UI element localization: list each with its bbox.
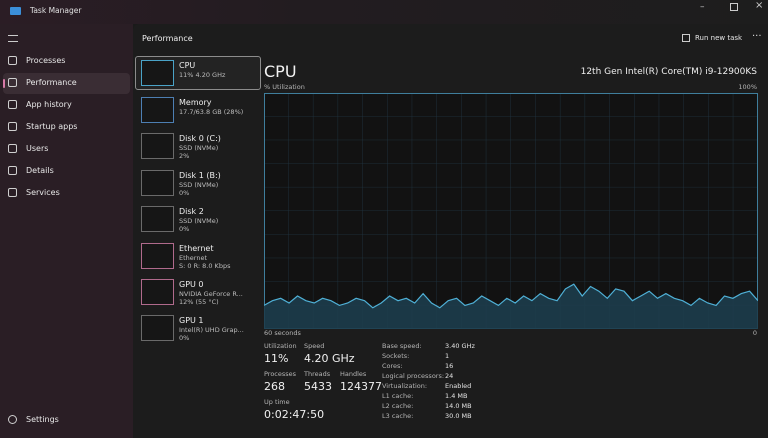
nav-icon <box>8 166 17 175</box>
device-info: 0% <box>179 189 190 197</box>
device-name[interactable]: Disk 0 (C:) <box>179 134 221 143</box>
minimize-button[interactable]: – <box>700 2 705 12</box>
nav-item[interactable]: Performance <box>26 78 77 87</box>
device-title: CPU <box>264 62 297 81</box>
nav-item[interactable]: App history <box>26 100 72 109</box>
device-info: 17.7/63.8 GB (28%) <box>179 108 244 116</box>
x-left-label: 60 seconds <box>264 329 301 337</box>
spec-value: Enabled <box>445 382 472 390</box>
stat-value: 124377 <box>340 380 382 393</box>
nav-icon <box>8 144 17 153</box>
device-info: SSD (NVMe) <box>179 144 219 152</box>
stat-label: Handles <box>340 370 367 378</box>
spec-value: 24 <box>445 372 454 380</box>
stat-label: Threads <box>304 370 331 378</box>
nav-icon <box>8 78 17 87</box>
nav-item[interactable]: Services <box>26 188 60 197</box>
device-thumb <box>141 133 174 159</box>
cpu-graph <box>264 93 758 329</box>
spec-value: 1.4 MB <box>445 392 468 400</box>
device-info: SSD (NVMe) <box>179 217 219 225</box>
run-task-icon <box>682 34 690 42</box>
stat-label: Speed <box>304 342 325 350</box>
device-name[interactable]: GPU 0 <box>179 280 204 289</box>
nav-indicator <box>3 79 5 88</box>
more-button[interactable]: ··· <box>752 31 762 42</box>
spec-value: 14.0 MB <box>445 402 472 410</box>
device-thumb <box>141 206 174 232</box>
device-thumb <box>141 170 174 196</box>
nav-item[interactable]: Settings <box>26 415 59 424</box>
y-max-label: 100% <box>738 83 757 91</box>
stat-value: 0:02:47:50 <box>264 408 325 421</box>
device-name[interactable]: Ethernet <box>179 244 214 253</box>
cpu-model: 12th Gen Intel(R) Core(TM) i9-12900KS <box>580 67 757 77</box>
device-info: 12% (55 °C) <box>179 298 219 306</box>
nav-item[interactable]: Users <box>26 144 49 153</box>
stat-label: Processes <box>264 370 297 378</box>
stat-value: 4.20 GHz <box>304 352 355 365</box>
page-title: Performance <box>142 34 193 43</box>
title-bar: Task Manager – × <box>0 0 768 24</box>
x-right-label: 0 <box>752 329 757 337</box>
device-info: SSD (NVMe) <box>179 181 219 189</box>
device-info: 0% <box>179 225 190 233</box>
device-thumb <box>141 60 174 86</box>
stat-label: Up time <box>264 398 290 406</box>
device-name[interactable]: Disk 2 <box>179 207 204 216</box>
device-info: NVIDIA GeForce R... <box>179 290 243 298</box>
maximize-button[interactable] <box>730 3 738 11</box>
device-info: Ethernet <box>179 254 207 262</box>
spec-label: L1 cache: <box>382 392 414 400</box>
nav-icon <box>8 56 17 65</box>
run-new-task[interactable]: Run new task <box>695 34 743 42</box>
graph-grid <box>264 93 758 329</box>
device-name[interactable]: Memory <box>179 98 212 107</box>
nav-item[interactable]: Startup apps <box>26 122 78 131</box>
y-axis-label: % Utilization <box>264 83 305 91</box>
spec-label: Virtualization: <box>382 382 428 390</box>
device-info: 0% <box>179 334 190 342</box>
device-thumb <box>141 243 174 269</box>
spec-label: Sockets: <box>382 352 410 360</box>
device-info: S: 0 R: 8.0 Kbps <box>179 262 231 270</box>
cpu-area <box>264 284 758 329</box>
app-icon <box>10 7 21 15</box>
menu-button[interactable] <box>8 35 18 42</box>
nav-icon <box>8 188 17 197</box>
window-title: Task Manager <box>30 6 82 15</box>
stat-value: 5433 <box>304 380 332 393</box>
device-name[interactable]: GPU 1 <box>179 316 204 325</box>
device-info: 11% 4.20 GHz <box>179 71 226 79</box>
spec-label: Logical processors: <box>382 372 445 380</box>
device-thumb <box>141 279 174 305</box>
spec-value: 1 <box>445 352 450 360</box>
device-name[interactable]: CPU <box>179 61 196 70</box>
nav-icon <box>8 415 17 424</box>
nav-item[interactable]: Processes <box>26 56 66 65</box>
device-thumb <box>141 315 174 341</box>
nav-icon <box>8 122 17 131</box>
spec-value: 3.40 GHz <box>445 342 475 350</box>
nav-item[interactable]: Details <box>26 166 54 175</box>
spec-label: L2 cache: <box>382 402 414 410</box>
stat-value: 11% <box>264 352 289 365</box>
spec-label: Base speed: <box>382 342 422 350</box>
device-info: Intel(R) UHD Grap... <box>179 326 244 334</box>
nav-selected <box>3 73 130 94</box>
device-info: 2% <box>179 152 190 160</box>
cpu-line <box>264 283 758 309</box>
device-name[interactable]: Disk 1 (B:) <box>179 171 221 180</box>
spec-label: L3 cache: <box>382 412 414 420</box>
spec-value: 30.0 MB <box>445 412 472 420</box>
device-thumb <box>141 97 174 123</box>
spec-label: Cores: <box>382 362 403 370</box>
nav-icon <box>8 100 17 109</box>
stat-value: 268 <box>264 380 285 393</box>
spec-value: 16 <box>445 362 454 370</box>
stat-label: Utilization <box>264 342 297 350</box>
close-button[interactable]: × <box>755 0 764 11</box>
